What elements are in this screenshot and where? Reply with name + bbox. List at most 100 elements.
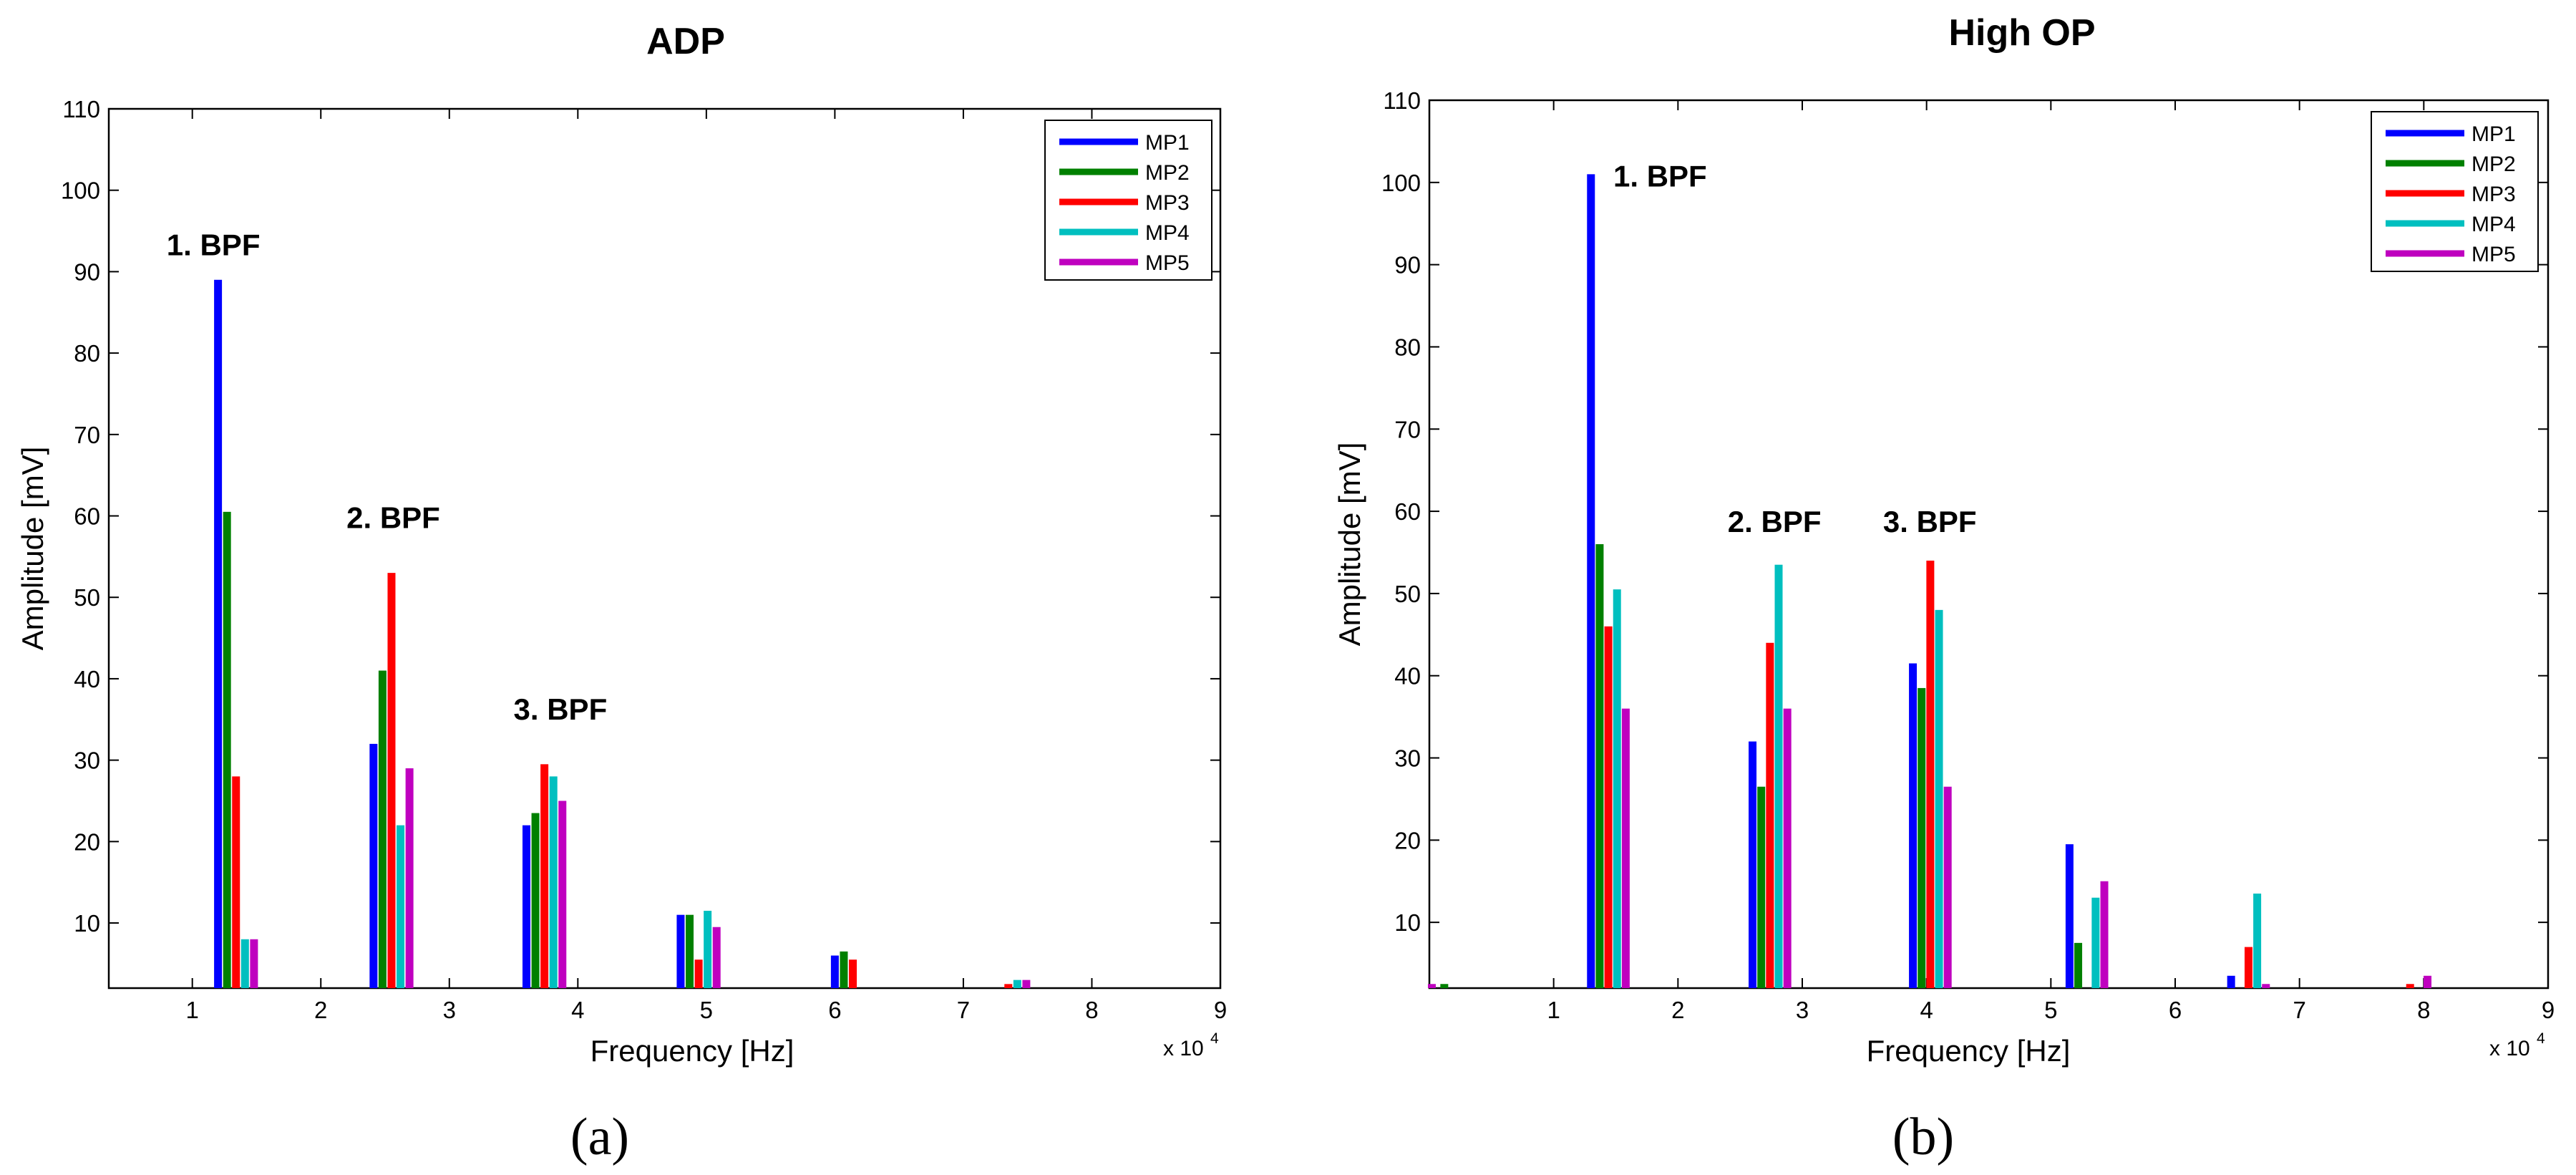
legend-label-mp5: MP5	[2471, 243, 2516, 266]
y-tick-label: 70	[1394, 416, 1421, 443]
bar-mp1	[2227, 975, 2235, 988]
y-tick-label: 60	[1394, 498, 1421, 525]
bar-mp1	[369, 743, 378, 988]
y-tick-label: 100	[61, 178, 100, 204]
annotation-bpf: 1. BPF	[167, 228, 261, 262]
bar-mp1	[1749, 741, 1757, 988]
legend-label-mp1: MP1	[1145, 131, 1190, 155]
y-tick-label: 110	[62, 96, 100, 122]
bar-mp5	[712, 927, 721, 988]
bar-mp5	[405, 768, 414, 988]
panel-label: (b)	[1892, 1108, 1954, 1166]
annotation-bpf: 3. BPF	[514, 692, 608, 726]
bar-mp5	[2100, 881, 2109, 988]
bar-mp3	[694, 959, 703, 988]
bar-mp1	[522, 825, 530, 988]
x-tick-label: 6	[828, 997, 841, 1023]
bar-mp3	[232, 776, 240, 988]
legend-label-mp2: MP2	[1145, 161, 1190, 185]
y-tick-label: 50	[1394, 581, 1421, 607]
y-tick-label: 20	[74, 828, 100, 855]
bar-mp2	[840, 951, 848, 988]
y-tick-label: 30	[1394, 745, 1421, 772]
bar-mp2	[378, 670, 387, 988]
x-tick-label: 4	[571, 997, 584, 1023]
x-tick-label: 7	[957, 997, 970, 1023]
bar-mp4	[2253, 893, 2262, 988]
x-tick-label: 9	[2542, 997, 2555, 1023]
bar-mp4	[1774, 564, 1783, 988]
axes-frame	[107, 107, 1222, 990]
bar-mp4	[549, 776, 558, 988]
y-tick-label: 80	[74, 340, 100, 367]
bar-mp3	[2244, 947, 2252, 988]
bar-mp5	[2262, 984, 2270, 988]
y-tick-label: 100	[1381, 170, 1421, 196]
annotation-bpf: 3. BPF	[1883, 505, 1977, 538]
chart-panel-high-op: High OP 10 20 30 40 50 60 70 80 90 100 110 1 2 3 4 5 6 7 8 9…	[1333, 12, 2555, 1166]
bar-mp2	[1918, 687, 1926, 988]
legend-label-mp1: MP1	[2471, 122, 2516, 146]
bar-mp5	[1783, 708, 1792, 988]
x-tick-label: 5	[700, 997, 713, 1023]
x-tick-label: 1	[1547, 997, 1560, 1023]
annotation-bpf: 2. BPF	[1728, 505, 1822, 538]
bar-mp3	[1926, 560, 1935, 988]
y-tick-label: 10	[1394, 909, 1421, 936]
x-tick-label: 1	[186, 997, 199, 1023]
bar-mp4	[1013, 980, 1021, 988]
y-tick-label: 90	[74, 258, 100, 285]
bar-mp3	[1004, 984, 1013, 988]
axes-frame	[1428, 99, 2550, 990]
y-tick-label: 10	[74, 910, 100, 937]
x-scale-exponent: 4	[2537, 1030, 2545, 1047]
x-scale-note: x 10	[2489, 1037, 2530, 1060]
legend-label-mp4: MP4	[1145, 221, 1190, 245]
y-tick-label: 90	[1394, 252, 1421, 279]
bar-mp2	[1595, 544, 1604, 988]
bar-mp4	[240, 939, 249, 988]
legend-label-mp5: MP5	[1145, 251, 1190, 275]
x-scale-note: x 10	[1163, 1037, 1204, 1060]
chart-panel-adp: ADP 10 20 30 40 50 60 70 80 90 100 110 1 2 3 4 5 6 7 8 9 Freq…	[16, 21, 1227, 1166]
bar-mp3	[387, 573, 396, 988]
legend-label-mp3: MP3	[1145, 191, 1190, 215]
legend-label-mp2: MP2	[2471, 153, 2516, 176]
x-tick-label: 5	[2044, 997, 2057, 1023]
bar-mp5	[558, 801, 567, 988]
x-axis-label: Frequency [Hz]	[1867, 1034, 2071, 1068]
bar-mp4	[704, 910, 712, 988]
bar-mp2	[686, 914, 694, 988]
bar-mp2	[1757, 786, 1766, 988]
x-tick-label: 8	[2417, 997, 2430, 1023]
bar-mp5	[1022, 980, 1031, 988]
x-tick-label: 2	[314, 997, 327, 1023]
annotation-bpf: 2. BPF	[346, 501, 440, 535]
x-tick-label: 7	[2293, 997, 2305, 1023]
legend-label-mp4: MP4	[2471, 213, 2516, 236]
y-tick-label: 40	[1394, 663, 1421, 690]
bar-mp1	[2065, 844, 2074, 988]
y-axis-label: Amplitude [mV]	[1333, 443, 1366, 647]
bar-mp1	[214, 279, 223, 988]
bar-mp3	[849, 959, 857, 988]
y-tick-label: 80	[1394, 334, 1421, 360]
y-tick-label: 70	[74, 422, 100, 448]
y-tick-label: 20	[1394, 827, 1421, 854]
bar-mp3	[540, 764, 549, 988]
x-tick-label: 8	[1085, 997, 1098, 1023]
bar-mp2	[1440, 984, 1449, 988]
bar-mp3	[1604, 626, 1613, 988]
bar-mp1	[830, 955, 839, 988]
bar-mp1	[1909, 663, 1918, 988]
legend-label-mp3: MP3	[2471, 183, 2516, 206]
bar-mp1	[676, 914, 685, 988]
bar-mp4	[2091, 897, 2100, 988]
chart-title: High OP	[1948, 12, 2095, 54]
x-scale-exponent: 4	[1210, 1030, 1219, 1047]
bar-mp5	[1621, 708, 1630, 988]
bar-mp2	[223, 511, 231, 988]
bar-mp3	[1766, 642, 1774, 988]
bar-mp5	[1943, 786, 1952, 988]
